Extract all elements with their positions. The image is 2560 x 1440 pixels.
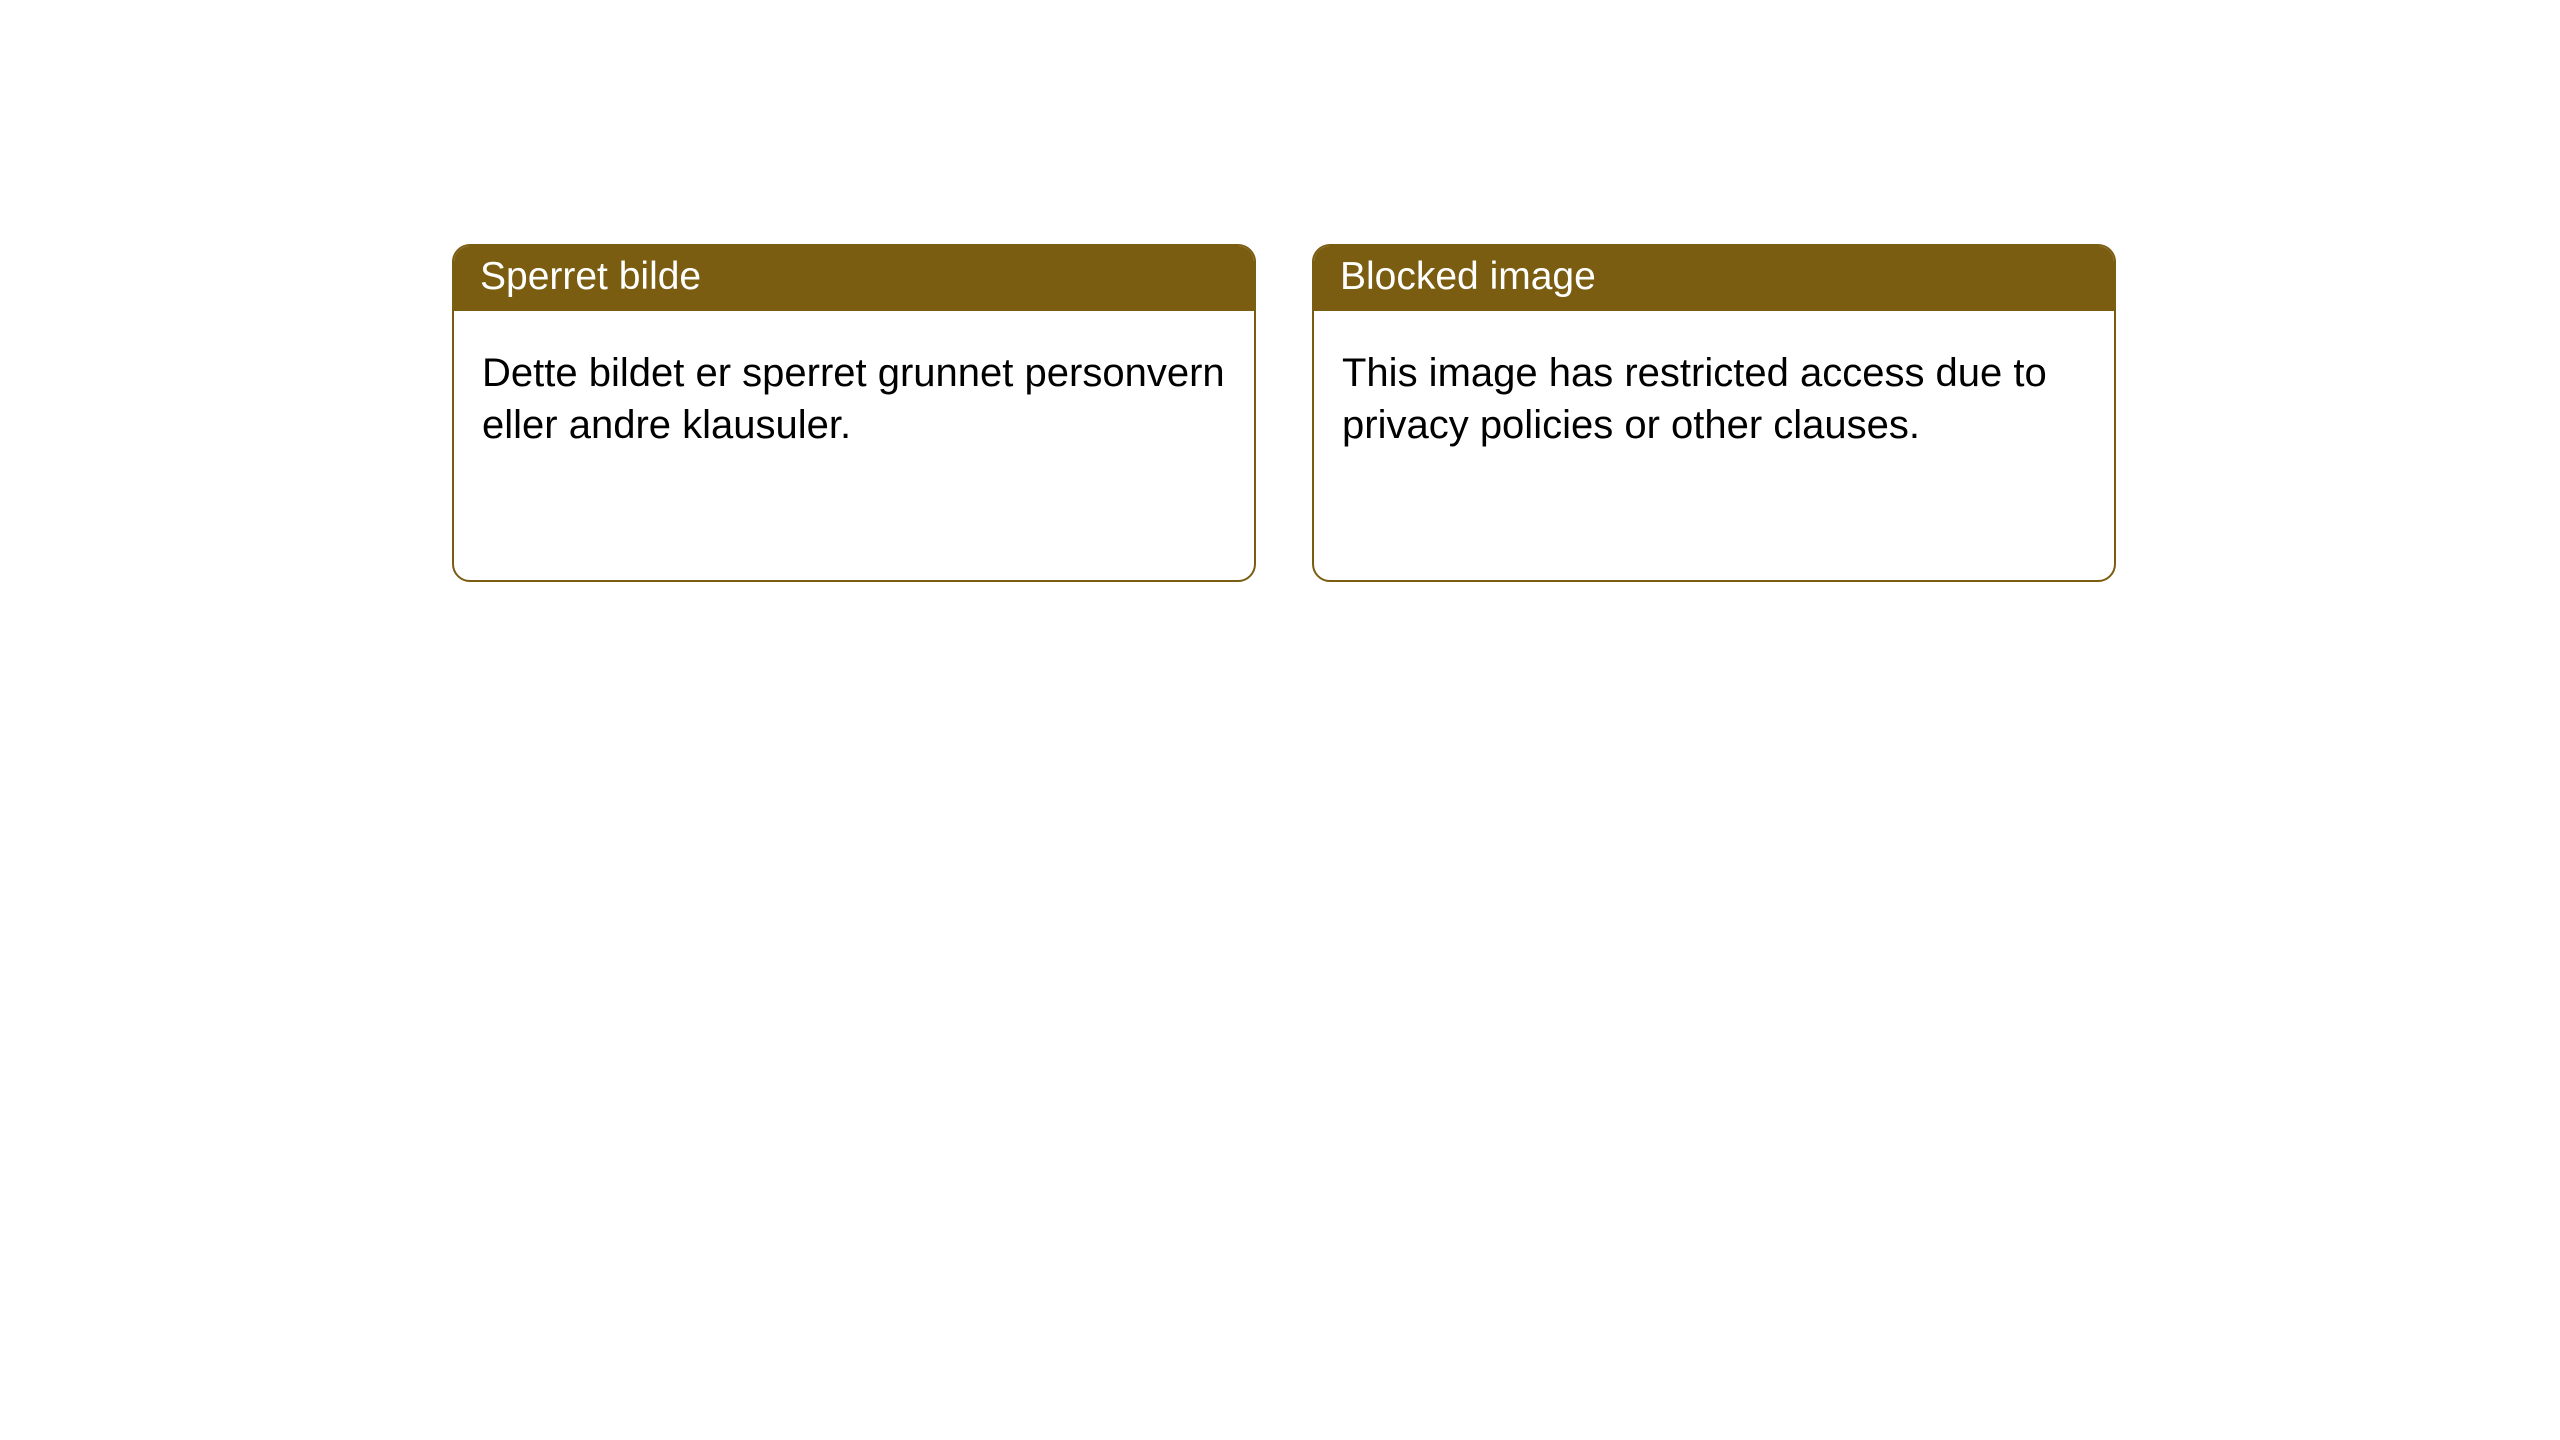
notice-cards-container: Sperret bilde Dette bildet er sperret gr… [0, 0, 2560, 582]
card-title: Sperret bilde [454, 246, 1254, 311]
blocked-image-card-no: Sperret bilde Dette bildet er sperret gr… [452, 244, 1256, 582]
card-body-text: This image has restricted access due to … [1314, 311, 2114, 471]
blocked-image-card-en: Blocked image This image has restricted … [1312, 244, 2116, 582]
card-body-text: Dette bildet er sperret grunnet personve… [454, 311, 1254, 471]
card-title: Blocked image [1314, 246, 2114, 311]
